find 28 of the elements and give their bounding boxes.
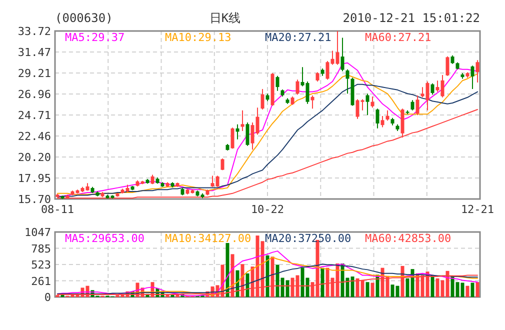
series-label: MA10:34127.00 xyxy=(165,232,252,245)
x-tick-label: 08-11 xyxy=(40,203,74,216)
chart-subtitle: 日K线 xyxy=(209,11,241,25)
y-tick-label: 33.72 xyxy=(18,25,51,38)
y-tick-label: 523 xyxy=(31,258,51,272)
x-tick-label: 12-21 xyxy=(460,203,494,216)
y-tick-label: 17.95 xyxy=(18,172,51,186)
y-tick-label: 15.70 xyxy=(18,193,51,206)
y-tick-label: 31.47 xyxy=(18,46,51,59)
text: MA5:29.37 xyxy=(65,31,125,44)
y-tick-label: 24.71 xyxy=(18,109,51,122)
text: MA5:29653.00 xyxy=(65,232,144,245)
y-tick-label: 261 xyxy=(31,274,51,288)
text: MA10:29.13 xyxy=(165,31,232,44)
text: MA20:27.21 xyxy=(265,31,332,44)
text: MA60:42853.00 xyxy=(365,232,452,245)
text: MA60:27.21 xyxy=(365,31,432,44)
x-tick-label: 10-22 xyxy=(250,203,284,216)
series-label: MA20:37250.00 xyxy=(265,232,352,245)
y-tick-label: 0 xyxy=(44,291,51,304)
y-tick-label: 22.46 xyxy=(18,130,51,143)
y-tick-label: 20.20 xyxy=(18,151,51,164)
y-tick-label: 29.21 xyxy=(18,67,51,80)
y-tick-label: 785 xyxy=(31,242,51,256)
text: 2010-12-21 15:01:22 xyxy=(342,11,480,25)
y-tick-label: 1047 xyxy=(24,226,51,239)
y-tick-label: 26.96 xyxy=(18,88,51,102)
chart-title: (000630) xyxy=(55,11,113,25)
